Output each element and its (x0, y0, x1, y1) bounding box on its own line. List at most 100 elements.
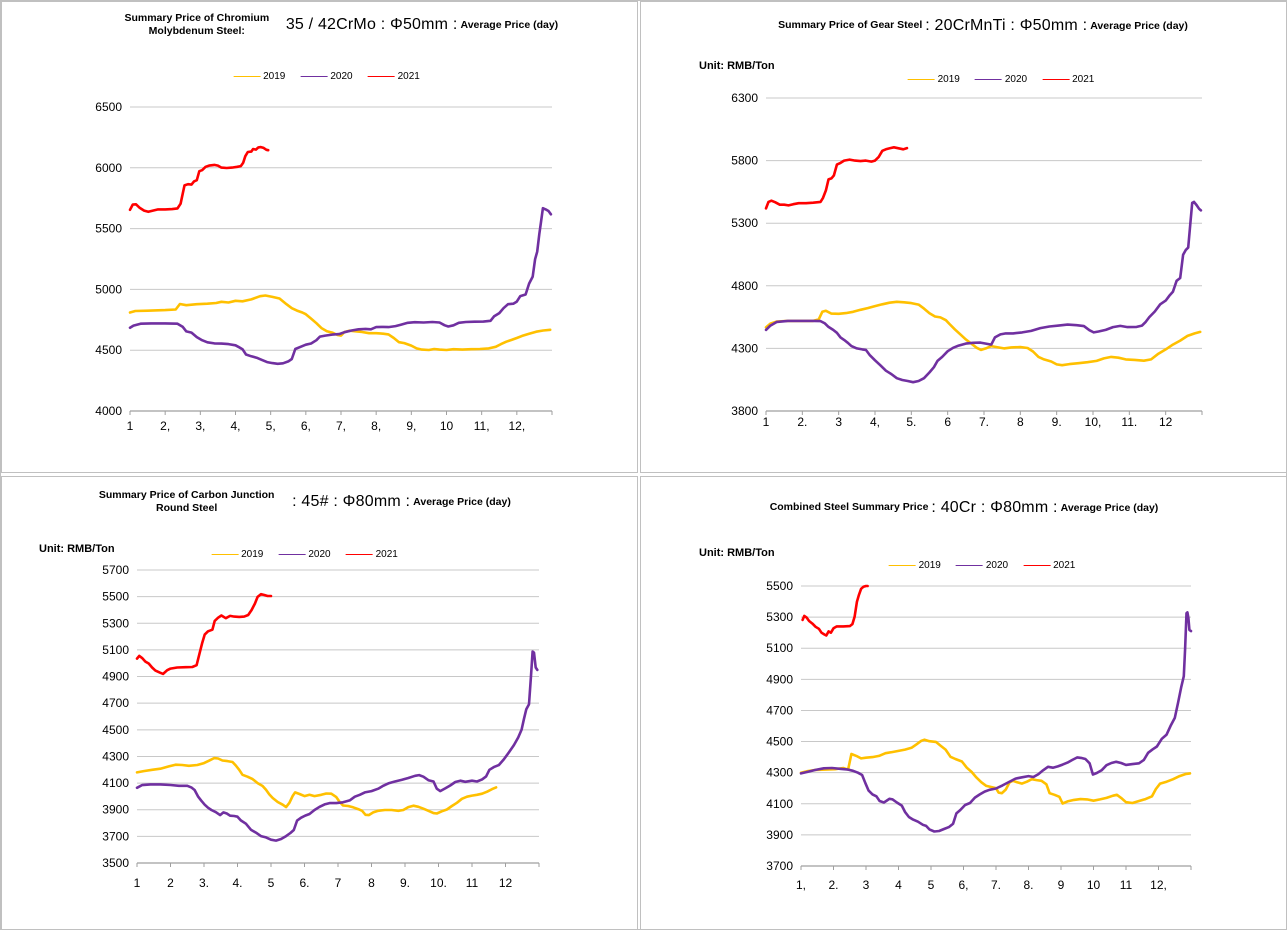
chart-title: Summary Price of Gear Steel : 20CrMnTi :… (660, 17, 1286, 35)
x-axis-label: 7 (335, 876, 342, 890)
legend-line-swatch (345, 554, 373, 555)
legend-label: 2020 (1004, 74, 1028, 85)
legend-label: 2019 (241, 549, 264, 560)
x-axis-label: 2. (797, 415, 807, 429)
y-axis-label: 3900 (766, 828, 793, 842)
y-axis-label: 4300 (731, 341, 758, 355)
x-axis-label: 10 (440, 419, 454, 433)
y-axis-label: 5800 (731, 154, 758, 168)
legend-label: 2021 (1053, 560, 1076, 571)
chart-title-prefix: Summary Price of Gear Steel (778, 19, 923, 32)
legend-label: 2020 (985, 560, 1009, 571)
legend-item-2020: 2020 (955, 560, 1009, 571)
y-axis-label: 4500 (102, 723, 129, 737)
y-axis-label: 3500 (102, 856, 129, 870)
legend-label: 2021 (1072, 74, 1095, 85)
gridlines (801, 585, 1191, 867)
legend-line-swatch (955, 565, 983, 566)
legend-line-swatch (278, 554, 306, 555)
y-axis-label: 5700 (102, 563, 129, 577)
price-line-chart: 6300 5800 5300 4800 4300 3800 1 2. 3 4, 5. 6 7. 8 9. 10… (731, 91, 1203, 429)
legend-item-2019: 2019 (211, 549, 263, 560)
y-axis-label: 3900 (102, 803, 129, 817)
legend-item-2020: 2020 (974, 74, 1028, 85)
legend-label: 2020 (308, 549, 331, 560)
legend: 2019 2020 2021 (211, 549, 398, 560)
x-axis-label: 10 (1087, 878, 1101, 892)
gridlines (766, 97, 1202, 412)
x-axis-label: 4, (870, 415, 880, 429)
series-2019-line (799, 738, 1192, 805)
x-axis: 1 2. 3 4, 5. 6 7. 8 9. 10, 11. 12 (763, 410, 1203, 429)
legend-line-swatch (211, 554, 239, 555)
y-axis-label: 4300 (102, 749, 129, 763)
x-axis-label: 8. (1023, 878, 1033, 892)
y-axis-label: 4700 (766, 703, 793, 717)
legend-item-2021: 2021 (345, 549, 398, 560)
panel-chromium-molybdenum-steel: Summary Price of Chromium Molybdenum Ste… (1, 1, 638, 473)
x-axis-label: 7. (979, 415, 989, 429)
legend-label: 2020 (330, 71, 353, 82)
legend-label: 2021 (375, 549, 398, 560)
y-axis-label: 4300 (766, 766, 793, 780)
legend-line-swatch (233, 76, 261, 77)
legend-line-swatch (974, 79, 1002, 80)
unit-label: Unit: RMB/Ton (699, 60, 775, 72)
chart-title-main: 35 / 42CrMo : Φ50mm : (285, 16, 458, 34)
x-axis-label: 3 (863, 878, 870, 892)
y-axis-label: 5500 (766, 579, 793, 593)
x-axis-label: 6, (301, 419, 311, 433)
panel-gear-steel: Summary Price of Gear Steel : 20CrMnTi :… (640, 1, 1286, 473)
chart-title-suffix: Average Price (day) (413, 496, 511, 509)
x-axis-label: 1 (127, 419, 134, 433)
x-axis: 1 2 3. 4. 5 6. 7 8 9. 10. 11 12 (134, 862, 540, 890)
x-axis-label: 2 (167, 876, 174, 890)
legend-line-swatch (888, 565, 916, 566)
x-axis-label: 11 (466, 876, 479, 890)
y-axis-labels: 6500 6000 5500 5000 4500 4000 (95, 100, 122, 418)
x-axis-label: 5 (268, 876, 275, 890)
y-axis-label: 4500 (95, 343, 122, 357)
x-axis-label: 3, (195, 419, 205, 433)
x-axis-label: 6, (958, 878, 968, 892)
legend-item-2021: 2021 (1042, 74, 1094, 85)
x-axis-label: 4 (895, 878, 902, 892)
series-2019-line (135, 756, 498, 817)
legend-item-2019: 2019 (233, 71, 285, 82)
gridlines (130, 106, 552, 412)
y-axis-label: 5300 (102, 616, 129, 630)
chart-title-prefix: Summary Price of Carbon Junction Round S… (98, 489, 275, 515)
legend-label: 2019 (937, 74, 960, 85)
x-axis-label: 11, (474, 419, 490, 433)
legend-label: 2019 (263, 71, 286, 82)
legend-line-swatch (1023, 565, 1051, 566)
legend: 2019 2020 2021 (233, 71, 420, 82)
y-axis-label: 5300 (731, 216, 758, 230)
y-axis-label: 4700 (102, 696, 129, 710)
y-axis-labels: 5500 5300 5100 4900 4700 4500 4300 4100 3900 3700 (766, 579, 793, 873)
x-axis-label: 5 (928, 878, 935, 892)
x-axis-label: 4. (232, 876, 242, 890)
legend-item-2020: 2020 (300, 71, 353, 82)
legend-item-2021: 2021 (367, 71, 420, 82)
series-2020-line (135, 650, 539, 842)
x-axis-label: 1 (134, 876, 141, 890)
y-axis-label: 3700 (766, 859, 793, 873)
legend-item-2021: 2021 (1023, 560, 1075, 571)
panel-combined-steel: Combined Steel Summary Price : 40Cr : Φ8… (640, 476, 1286, 929)
x-axis-label: 9. (400, 876, 410, 890)
x-axis-label: 12, (508, 419, 525, 433)
x-axis-label: 9. (1052, 415, 1062, 429)
chart-title-main: : 45# : Φ80mm : (292, 493, 411, 511)
x-axis-label: 12, (1150, 878, 1167, 892)
price-line-chart: 5500 5300 5100 4900 4700 4500 4300 4100 3900 3700… (766, 579, 1193, 892)
x-axis-label: 3. (199, 876, 209, 890)
y-axis-label: 4900 (102, 670, 129, 684)
series-2020-line (764, 200, 1203, 384)
x-axis-label: 2. (828, 878, 838, 892)
legend-item-2020: 2020 (278, 549, 331, 560)
x-axis-label: 9 (1058, 878, 1065, 892)
y-axis-labels: 6300 5800 5300 4800 4300 3800 (731, 91, 758, 418)
y-axis-label: 5300 (766, 610, 793, 624)
